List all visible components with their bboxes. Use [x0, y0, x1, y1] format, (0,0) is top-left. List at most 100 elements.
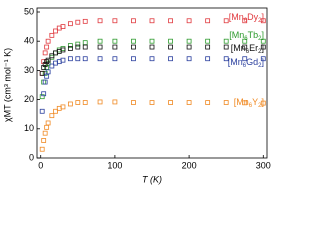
legend-label: [Mn6Gd2] [228, 57, 264, 68]
data-point [131, 100, 136, 105]
data-point [112, 99, 118, 105]
data-point [60, 57, 66, 63]
data-point [41, 91, 47, 97]
data-point [223, 100, 229, 105]
legend-label: [Mn6Tb2] [229, 30, 264, 41]
data-point [131, 56, 136, 62]
data-point [60, 104, 66, 110]
data-point [53, 108, 58, 114]
data-point [242, 18, 248, 24]
x-tick-label: 0 [38, 160, 43, 170]
data-point [42, 70, 48, 76]
data-point [67, 46, 73, 51]
x-tick-label: 300 [256, 160, 271, 170]
data-point [75, 100, 81, 105]
data-point [41, 79, 47, 85]
data-point [60, 24, 66, 30]
data-point [242, 100, 248, 106]
data-point [42, 62, 48, 67]
data-point [39, 94, 45, 100]
data-point [67, 56, 73, 62]
legend-label: [Mn6Er2] [231, 43, 264, 54]
data-point [97, 38, 103, 44]
data-point [260, 38, 266, 44]
data-point [39, 70, 45, 76]
data-point [168, 38, 173, 44]
data-point [42, 130, 48, 136]
data-point [112, 56, 118, 62]
y-tick-label: 0 [29, 152, 34, 162]
data-point [44, 44, 50, 50]
data-point [205, 18, 211, 24]
data-point [168, 18, 173, 24]
data-point [49, 53, 55, 59]
data-point [205, 38, 211, 44]
data-point [186, 18, 192, 24]
data-point [53, 28, 58, 34]
data-point [112, 18, 118, 24]
data-point [39, 146, 45, 152]
legend-label: [Mn6Dy2] [229, 12, 264, 23]
data-point [149, 44, 155, 50]
y-tick-label: 30 [24, 65, 34, 75]
data-point [97, 18, 103, 24]
data-point [49, 63, 55, 69]
data-point [44, 73, 50, 79]
y-tick-label: 10 [24, 123, 34, 133]
data-point [97, 56, 103, 62]
data-point [82, 100, 88, 105]
data-point [82, 40, 88, 46]
data-point [112, 44, 118, 50]
page: {"chart_data": {"type": "scatter", "x_la… [2, 6, 271, 185]
data-point [260, 18, 266, 24]
data-point [205, 44, 211, 50]
data-point [45, 69, 51, 75]
data-point [82, 44, 88, 50]
data-point [186, 100, 192, 105]
data-point [49, 32, 55, 38]
data-point [60, 47, 66, 53]
data-point [82, 18, 88, 24]
data-point [260, 44, 266, 50]
data-point [223, 18, 229, 24]
data-point [97, 99, 103, 105]
data-point [260, 56, 266, 62]
data-point [168, 100, 173, 105]
data-point [186, 56, 192, 62]
data-point [223, 38, 229, 44]
data-point [149, 56, 155, 62]
data-point [242, 44, 248, 50]
data-point [67, 43, 73, 48]
data-point [131, 44, 136, 50]
data-point [223, 56, 229, 62]
data-point [67, 21, 73, 27]
data-point [260, 100, 266, 106]
data-point [242, 38, 248, 44]
plot-frame [36, 7, 268, 159]
data-point [75, 41, 81, 47]
y-tick-label: 40 [24, 36, 34, 46]
data-point [149, 100, 155, 105]
data-point [82, 56, 88, 62]
data-point [44, 59, 50, 65]
data-point [39, 108, 45, 114]
data-point [39, 70, 45, 76]
data-point [131, 38, 136, 44]
data-point [45, 120, 51, 126]
data-point [168, 56, 173, 62]
x-tick-label: 200 [182, 160, 197, 170]
data-point [42, 79, 48, 85]
data-point [44, 124, 50, 130]
data-point [45, 60, 51, 66]
y-axis-label: χMT (cm³ mol⁻¹ K) [2, 48, 12, 122]
data-point [112, 38, 118, 44]
data-point [75, 56, 81, 62]
data-point [186, 44, 192, 50]
data-point [75, 19, 81, 25]
data-point [205, 100, 211, 105]
data-point [131, 18, 136, 24]
x-tick-label: 100 [107, 160, 122, 170]
data-point [41, 59, 47, 65]
data-point [223, 44, 229, 50]
data-point [49, 113, 55, 119]
